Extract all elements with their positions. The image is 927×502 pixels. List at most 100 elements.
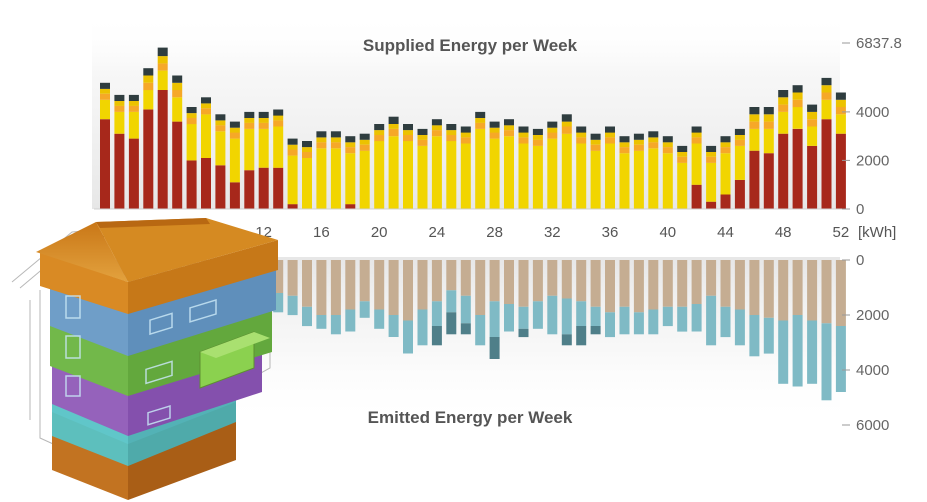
supplied-bar-w35-s3 <box>590 139 601 145</box>
supplied-bar-w3-s1 <box>128 111 139 139</box>
emitted-bar-w24-s0 <box>431 260 442 302</box>
emitted-bar-w32-s1 <box>547 295 558 335</box>
emitted-bar-w50-s0 <box>807 260 818 321</box>
supplied-bar-w41-s4 <box>677 145 688 152</box>
supplied-bar-w30-s3 <box>518 132 529 138</box>
supplied-bar-w9-s3 <box>215 120 226 126</box>
emitted-bar-w38-s1 <box>633 312 644 335</box>
supplied-bar-w14-s3 <box>287 144 298 150</box>
emitted-bar-w14-s1 <box>287 295 298 316</box>
supplied-bar-w43-s2 <box>706 156 717 163</box>
supplied-bar-w1-s3 <box>100 88 110 94</box>
floor-blue-front <box>50 284 128 356</box>
supplied-y-axis: 0 2000 4000 6837.8 <box>842 35 902 218</box>
supplied-energy-bars <box>100 47 846 209</box>
supplied-bar-w34-s2 <box>576 137 587 144</box>
supplied-bar-w47-s3 <box>763 114 774 122</box>
supplied-bar-w38-s3 <box>633 139 644 145</box>
supplied-bar-w15-s2 <box>302 151 312 158</box>
emitted-bar-w49-s0 <box>792 260 803 315</box>
supplied-bar-w5-s0 <box>157 90 168 209</box>
emitted-bar-w24-s2 <box>431 326 442 346</box>
supplied-bar-w24-s4 <box>431 119 442 126</box>
supplied-bar-w33-s1 <box>561 133 572 209</box>
emitted-bar-w50-s1 <box>807 320 818 384</box>
emitted-bar-w27-s1 <box>475 315 486 346</box>
supplied-bar-w1-s1 <box>100 99 110 120</box>
building-illustration <box>11 218 278 500</box>
supplied-bar-w48-s2 <box>778 104 789 112</box>
supplied-bar-w31-s1 <box>532 145 543 209</box>
supplied-bar-w12-s2 <box>258 122 269 129</box>
supplied-bar-w29-s3 <box>504 125 514 131</box>
emitted-bar-w28-s1 <box>489 301 500 338</box>
supplied-bar-w5-s3 <box>157 56 168 64</box>
supplied-bar-w38-s4 <box>633 133 644 140</box>
supplied-bar-w9-s4 <box>215 114 226 121</box>
supplied-bar-w21-s3 <box>388 124 399 129</box>
supplied-bar-w45-s3 <box>734 135 745 140</box>
supplied-bar-w43-s1 <box>706 162 717 202</box>
emitted-bar-w16-s1 <box>316 315 327 329</box>
supplied-bar-w21-s2 <box>388 128 399 137</box>
emitted-bar-w25-s2 <box>446 312 457 335</box>
supplied-bar-w4-s1 <box>143 90 154 110</box>
supplied-bar-w12-s4 <box>258 111 269 118</box>
supplied-bar-w39-s4 <box>648 131 659 138</box>
supplied-bar-w48-s4 <box>778 90 789 98</box>
emitted-bar-w19-s1 <box>359 301 370 318</box>
emitted-bar-w36-s0 <box>605 260 615 313</box>
supplied-bar-w24-s1 <box>431 136 442 209</box>
supplied-bar-w14-s4 <box>287 138 298 145</box>
emitted-bar-w43-s0 <box>706 260 717 296</box>
emitted-bar-w36-s1 <box>605 312 615 338</box>
supplied-bar-w11-s2 <box>244 122 255 129</box>
emitted-bar-w52-s0 <box>835 260 846 326</box>
supplied-bar-w40-s2 <box>662 147 673 154</box>
supplied-bar-w45-s2 <box>734 139 745 146</box>
supplied-bar-w43-s0 <box>706 201 717 209</box>
emitted-bar-w15-s1 <box>302 306 312 327</box>
supplied-bar-w36-s3 <box>605 132 615 138</box>
supplied-bar-w48-s0 <box>778 133 789 209</box>
supplied-bar-w37-s2 <box>619 147 630 154</box>
supplied-bar-w16-s3 <box>316 137 327 143</box>
supplied-bar-w11-s1 <box>244 128 255 171</box>
emitted-bar-w22-s1 <box>403 320 413 354</box>
supplied-bar-w34-s1 <box>576 143 587 209</box>
emitted-bar-w13-s1 <box>273 293 284 313</box>
supplied-bar-w21-s4 <box>388 116 399 124</box>
emitted-bar-w37-s0 <box>619 260 630 307</box>
emitted-bar-w32-s0 <box>547 260 558 296</box>
supplied-bar-w15-s4 <box>302 141 312 148</box>
supplied-bar-w18-s2 <box>345 147 356 154</box>
supplied-bar-w30-s2 <box>518 137 529 144</box>
supplied-bar-w25-s4 <box>446 124 457 131</box>
supplied-bar-w19-s4 <box>359 133 370 140</box>
emitted-bar-w27-s0 <box>475 260 486 315</box>
supplied-bar-w16-s2 <box>316 142 327 149</box>
supplied-bar-w27-s1 <box>475 128 486 209</box>
supplied-bar-w8-s1 <box>201 114 211 158</box>
emitted-bar-w34-s1 <box>576 301 587 327</box>
supplied-bar-w8-s4 <box>201 97 211 104</box>
supplied-bar-w23-s1 <box>417 145 428 209</box>
supplied-bar-w48-s3 <box>778 97 789 105</box>
emitted-bar-w16-s0 <box>316 260 327 315</box>
supplied-y-tick-3: 6837.8 <box>856 35 902 52</box>
supplied-bar-w44-s4 <box>720 136 731 143</box>
supplied-bar-w25-s3 <box>446 130 457 135</box>
emitted-bar-w20-s1 <box>374 309 385 329</box>
week-x-tick-5: 20 <box>371 224 388 241</box>
emitted-bar-w38-s0 <box>633 260 644 313</box>
emitted-bar-w51-s0 <box>821 260 832 324</box>
emitted-bar-w51-s1 <box>821 323 832 401</box>
emitted-bar-w46-s0 <box>749 260 760 315</box>
supplied-bar-w42-s1 <box>691 143 702 185</box>
emitted-bar-w18-s0 <box>345 260 356 310</box>
emitted-bar-w42-s0 <box>691 260 702 304</box>
supplied-bar-w40-s3 <box>662 142 673 148</box>
supplied-bar-w35-s1 <box>590 150 601 209</box>
supplied-bar-w14-s1 <box>287 155 298 205</box>
supplied-bar-w49-s3 <box>792 92 803 100</box>
